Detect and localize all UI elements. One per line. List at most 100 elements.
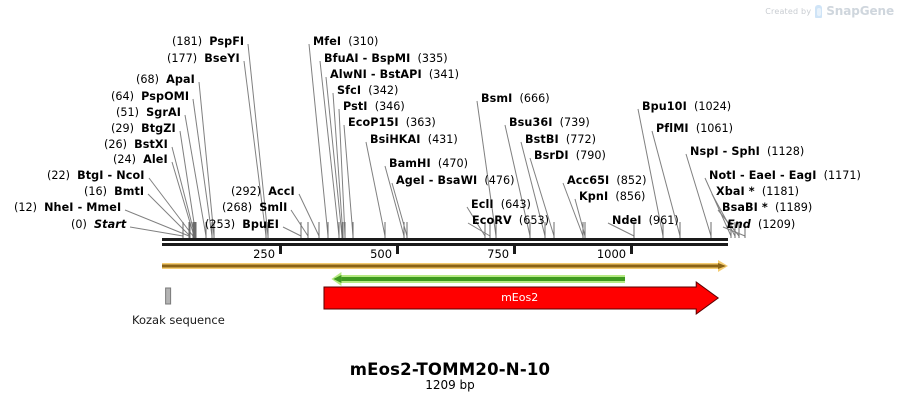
enzyme-site-label: (24) AleI <box>113 154 168 166</box>
enzyme-name: EcoRV <box>472 214 512 227</box>
enzyme-site-label: BsaBI * (1189) <box>722 202 812 214</box>
enzyme-name: KpnI <box>579 190 609 203</box>
enzyme-name: AccI <box>268 185 295 198</box>
enzyme-position: (268) <box>222 201 253 214</box>
enzyme-leader-line <box>504 124 531 237</box>
enzyme-site-label: End (1209) <box>727 219 795 231</box>
ruler-bar-bottom <box>162 243 728 246</box>
enzyme-position: (643) <box>500 198 531 211</box>
enzyme-site-label: Bsu36I (739) <box>509 117 590 129</box>
ruler-tick-mark <box>396 246 400 254</box>
enzyme-name: BtgI - NcoI <box>77 169 145 182</box>
enzyme-position: (0) <box>71 218 87 231</box>
enzyme-name: SfcI <box>337 84 362 97</box>
ruler-tick-mark <box>279 246 283 254</box>
watermark-created-by-text: Created by <box>765 6 812 16</box>
enzyme-site-label: BsmI (666) <box>481 93 550 105</box>
enzyme-site-label: Bpu10I (1024) <box>642 101 731 113</box>
enzyme-leader-line <box>343 124 354 237</box>
enzyme-name: BseYI <box>204 52 240 65</box>
enzyme-leader-line <box>562 182 584 237</box>
enzyme-name: Bpu10I <box>642 100 687 113</box>
enzyme-leader-line <box>247 43 269 237</box>
enzyme-leader-line <box>243 60 267 237</box>
enzyme-position: (341) <box>428 68 459 81</box>
enzyme-site-label: PflMI (1061) <box>656 123 733 135</box>
enzyme-site-label: BamHI (470) <box>389 158 468 170</box>
enzyme-position: (772) <box>565 133 596 146</box>
enzyme-name: PspOMI <box>141 90 190 103</box>
enzyme-name: BtgZI <box>141 122 176 135</box>
watermark-brand-text: SnapGene <box>826 4 894 18</box>
enzyme-position: (310) <box>348 35 379 48</box>
feature-label-meos2: mEos2 <box>501 291 539 304</box>
enzyme-name: AgeI - BsaWI <box>396 174 478 187</box>
enzyme-site-label: (177) BseYI <box>167 53 240 65</box>
backbone-track-arrowhead-inner <box>718 263 726 269</box>
enzyme-position: (342) <box>368 84 399 97</box>
enzyme-site-label: BfuAI - BspMI (335) <box>324 53 448 65</box>
enzyme-position: (856) <box>615 190 646 203</box>
enzyme-leader-line <box>704 177 732 237</box>
enzyme-position: (51) <box>116 106 139 119</box>
enzyme-site-label: EcoRV (653) <box>472 215 549 227</box>
enzyme-site-label: (29) BtgZI <box>111 123 176 135</box>
enzyme-leader-line <box>282 226 302 237</box>
enzyme-name: EcoP15I <box>348 116 399 129</box>
enzyme-position: (1024) <box>693 100 732 113</box>
enzyme-name: BmtI <box>114 185 145 198</box>
ruler-bar-top <box>162 238 728 241</box>
primer-track-arrowhead-inner <box>333 275 342 283</box>
enzyme-name: NotI - EaeI - EagI <box>709 169 817 182</box>
enzyme-name: AleI <box>143 153 168 166</box>
page-title: mEos2-TOMM20-N-10 <box>349 360 551 379</box>
enzyme-position: (22) <box>47 169 70 182</box>
enzyme-position: (790) <box>575 149 606 162</box>
enzyme-site-label: (22) BtgI - NcoI <box>47 170 145 182</box>
enzyme-name: NdeI <box>612 214 642 227</box>
enzyme-site-label: EclI (643) <box>471 199 531 211</box>
enzyme-position: (29) <box>111 122 134 135</box>
enzyme-name: BstXI <box>134 138 168 151</box>
enzyme-leader-line <box>129 226 184 237</box>
enzyme-position: (181) <box>172 35 203 48</box>
enzyme-site-label: BstBI (772) <box>525 134 596 146</box>
enzyme-name: End <box>727 218 751 231</box>
snapgene-logo-icon <box>815 4 823 18</box>
enzyme-name: BstBI <box>525 133 559 146</box>
ruler-tick-mark <box>630 246 634 254</box>
enzyme-name: ApaI <box>166 73 195 86</box>
enzyme-site-label: (26) BstXI <box>104 139 168 151</box>
enzyme-position: (1181) <box>761 185 800 198</box>
enzyme-name: BsrDI <box>534 149 569 162</box>
enzyme-leader-line <box>298 193 320 237</box>
enzyme-site-label: (68) ApaI <box>136 74 195 86</box>
enzyme-leader-line <box>338 108 346 237</box>
enzyme-name: SmlI <box>259 201 288 214</box>
enzyme-leader-line <box>607 222 635 237</box>
page-subtitle: 1209 bp <box>425 378 475 392</box>
enzyme-name: SgrAI <box>146 106 181 119</box>
enzyme-name: Bsu36I <box>509 116 553 129</box>
enzyme-site-label: MfeI (310) <box>313 36 378 48</box>
snapgene-watermark: Created by SnapGene <box>765 4 894 18</box>
backbone-track-body <box>162 264 720 268</box>
enzyme-site-label: XbaI * (1181) <box>716 186 799 198</box>
enzyme-name: PstI <box>343 100 368 113</box>
enzyme-name: BsmI <box>481 92 513 105</box>
enzyme-leader-line <box>184 114 207 237</box>
enzyme-site-label: (16) BmtI <box>84 186 144 198</box>
enzyme-position: (346) <box>374 100 405 113</box>
enzyme-site-label: (12) NheI - MmeI <box>14 202 121 214</box>
enzyme-position: (431) <box>427 133 458 146</box>
enzyme-leader-line <box>574 198 586 237</box>
enzyme-name: Acc65I <box>567 174 610 187</box>
enzyme-leader-line <box>637 108 664 237</box>
ruler-tick-mark <box>513 246 517 254</box>
enzyme-site-label: (64) PspOMI <box>111 91 189 103</box>
enzyme-position: (666) <box>519 92 550 105</box>
enzyme-site-label: KpnI (856) <box>579 191 645 203</box>
enzyme-leader-line <box>520 141 546 237</box>
